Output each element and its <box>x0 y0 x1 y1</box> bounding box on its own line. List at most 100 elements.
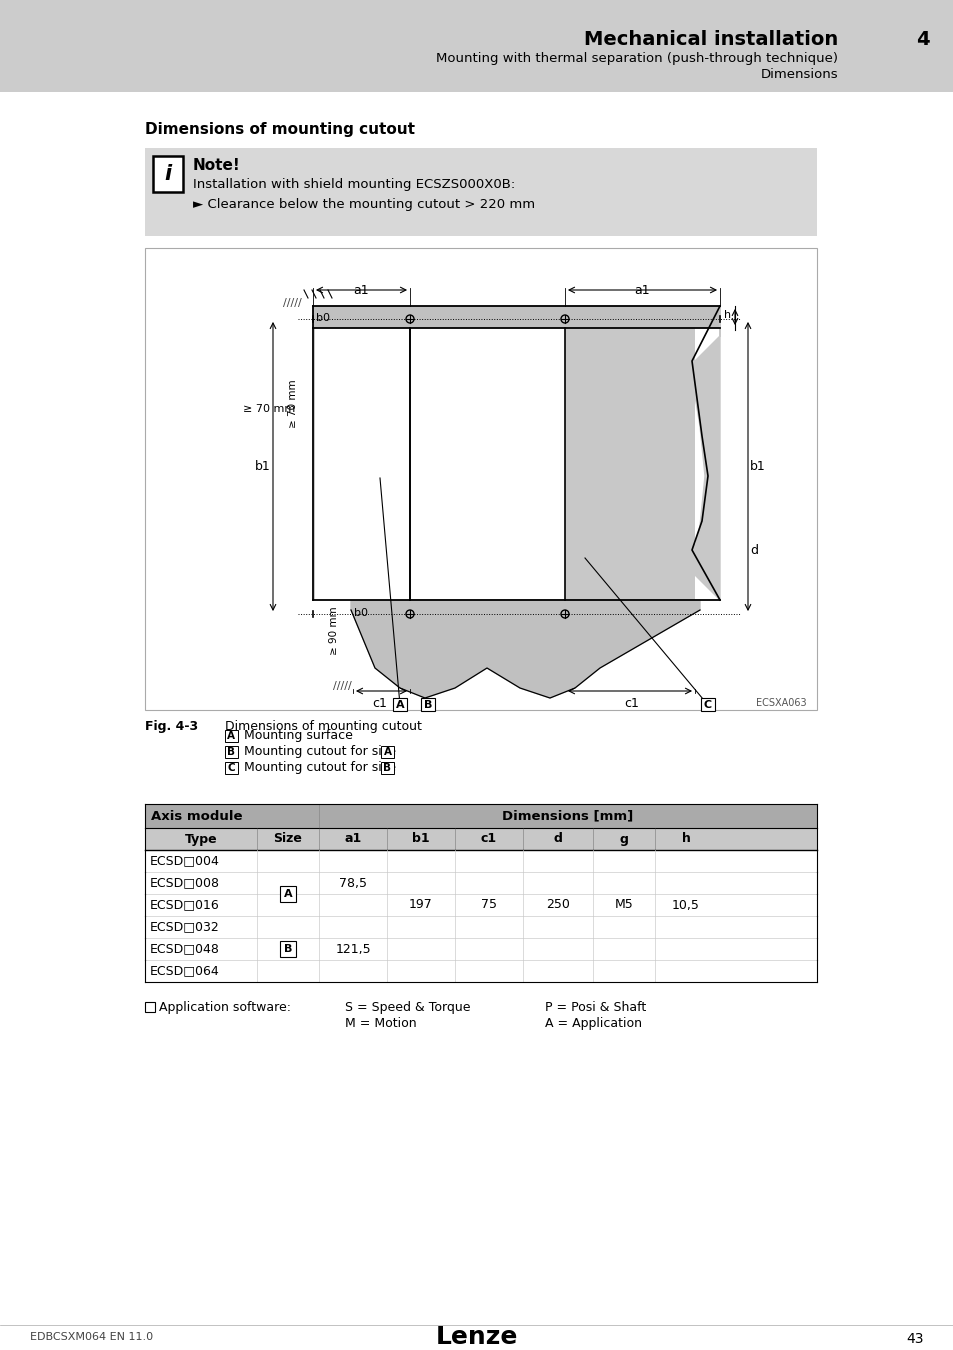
Text: Dimensions [mm]: Dimensions [mm] <box>502 810 633 822</box>
Bar <box>225 761 237 774</box>
Text: ECSD□016: ECSD□016 <box>150 899 219 911</box>
Text: c1: c1 <box>480 833 497 845</box>
Text: P = Posi & Shaft: P = Posi & Shaft <box>544 1000 645 1014</box>
Text: Mechanical installation: Mechanical installation <box>583 30 837 49</box>
Text: B: B <box>227 747 234 757</box>
Text: ECSD□008: ECSD□008 <box>150 876 220 890</box>
Bar <box>145 960 816 981</box>
Bar <box>700 698 714 711</box>
Bar <box>152 157 183 192</box>
Text: 250: 250 <box>545 899 569 911</box>
Text: A: A <box>383 747 391 757</box>
Text: Dimensions: Dimensions <box>760 68 837 81</box>
Text: /////: ///// <box>283 298 301 308</box>
Text: g: g <box>618 833 628 845</box>
Text: ECSD□032: ECSD□032 <box>150 921 219 933</box>
Text: d: d <box>553 833 562 845</box>
Bar <box>145 938 816 960</box>
Text: /////: ///// <box>333 680 352 691</box>
Text: h: h <box>680 833 690 845</box>
Text: ≥ 90 mm: ≥ 90 mm <box>329 606 338 655</box>
Bar <box>145 1002 154 1012</box>
Bar <box>225 747 237 757</box>
Text: 75: 75 <box>480 899 497 911</box>
Bar <box>145 917 816 938</box>
Text: 4: 4 <box>916 30 929 49</box>
Bar <box>280 886 295 902</box>
Bar <box>420 698 435 711</box>
Text: M = Motion: M = Motion <box>345 1017 416 1030</box>
Bar <box>145 148 816 236</box>
Text: ≥ 70 mm: ≥ 70 mm <box>288 379 297 428</box>
Text: b0: b0 <box>315 313 330 323</box>
Polygon shape <box>689 306 720 599</box>
Bar <box>313 328 410 599</box>
Text: c1: c1 <box>373 697 387 710</box>
Bar <box>564 328 695 599</box>
Text: ► Clearance below the mounting cutout > 220 mm: ► Clearance below the mounting cutout > … <box>193 198 535 211</box>
Bar <box>314 328 410 599</box>
Text: b1: b1 <box>749 459 765 472</box>
Text: Size: Size <box>274 833 302 845</box>
Text: ECSD□004: ECSD□004 <box>150 855 219 868</box>
Text: h: h <box>723 310 730 320</box>
Bar <box>0 0 953 92</box>
Polygon shape <box>351 599 700 698</box>
Bar <box>145 805 816 828</box>
Bar <box>145 872 816 894</box>
Text: A = Application: A = Application <box>544 1017 641 1030</box>
Text: c1: c1 <box>624 697 639 710</box>
Text: Note!: Note! <box>193 158 240 173</box>
Text: Dimensions of mounting cutout: Dimensions of mounting cutout <box>145 122 415 136</box>
Text: a1: a1 <box>353 284 369 297</box>
Text: a1: a1 <box>634 284 649 297</box>
Text: S = Speed & Torque: S = Speed & Torque <box>345 1000 470 1014</box>
Text: B: B <box>283 944 292 954</box>
Text: 121,5: 121,5 <box>335 942 371 956</box>
Text: B: B <box>383 763 391 774</box>
Text: Mounting cutout for size: Mounting cutout for size <box>244 745 399 759</box>
Text: i: i <box>164 163 172 184</box>
Text: d: d <box>749 544 758 556</box>
Text: M5: M5 <box>614 899 633 911</box>
Bar <box>381 747 395 757</box>
Text: ECSD□048: ECSD□048 <box>150 942 219 956</box>
Bar <box>410 328 564 599</box>
Text: A: A <box>227 730 234 741</box>
Bar <box>381 761 395 774</box>
Bar <box>145 894 816 917</box>
Text: Mounting surface: Mounting surface <box>244 729 353 742</box>
Text: B: B <box>423 701 432 710</box>
Text: Axis module: Axis module <box>151 810 242 822</box>
Text: Dimensions of mounting cutout: Dimensions of mounting cutout <box>225 720 421 733</box>
Bar <box>313 306 720 328</box>
Bar <box>225 730 237 742</box>
Bar <box>393 698 407 711</box>
Bar <box>145 828 816 850</box>
Text: b1: b1 <box>412 833 430 845</box>
Text: ≥ 70 mm: ≥ 70 mm <box>242 404 294 414</box>
Text: Installation with shield mounting ECSZS000X0B:: Installation with shield mounting ECSZS0… <box>193 178 515 190</box>
Text: b1: b1 <box>255 459 271 472</box>
Text: a1: a1 <box>344 833 361 845</box>
Bar <box>145 248 816 710</box>
Text: Mounting with thermal separation (push-through technique): Mounting with thermal separation (push-t… <box>436 53 837 65</box>
Text: 78,5: 78,5 <box>338 876 367 890</box>
Text: Fig. 4-3: Fig. 4-3 <box>145 720 198 733</box>
Text: 197: 197 <box>409 899 433 911</box>
Text: ECSD□064: ECSD□064 <box>150 964 219 977</box>
Text: EDBCSXM064 EN 11.0: EDBCSXM064 EN 11.0 <box>30 1332 153 1342</box>
Text: b0: b0 <box>354 608 368 618</box>
Text: C: C <box>227 763 234 774</box>
Bar <box>410 328 564 599</box>
Text: ECSXA063: ECSXA063 <box>756 698 806 707</box>
Text: C: C <box>703 701 711 710</box>
Text: 43: 43 <box>905 1332 923 1346</box>
Text: Lenze: Lenze <box>436 1324 517 1349</box>
Text: Application software:: Application software: <box>159 1000 291 1014</box>
Text: Type: Type <box>185 833 217 845</box>
Bar <box>280 941 295 957</box>
Text: A: A <box>395 701 404 710</box>
Text: 10,5: 10,5 <box>671 899 700 911</box>
Bar <box>145 850 816 872</box>
